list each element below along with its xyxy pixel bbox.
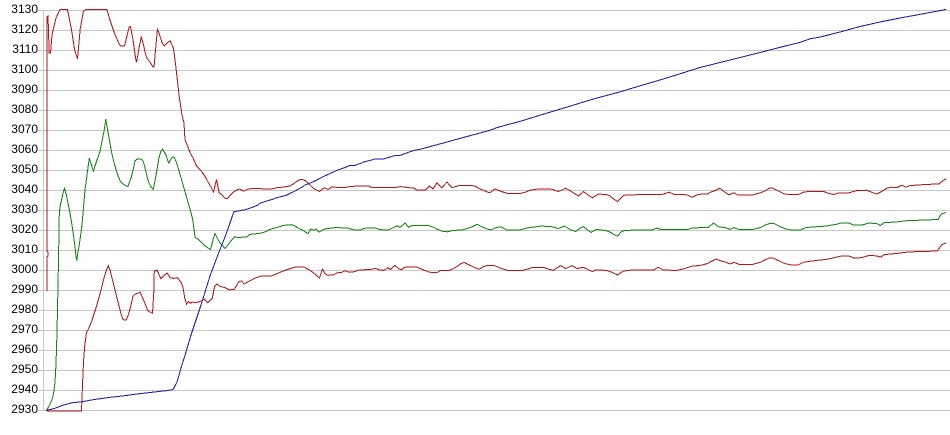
svg-text:2980: 2980: [11, 302, 38, 316]
svg-text:3020: 3020: [11, 222, 38, 236]
svg-text:3130: 3130: [11, 2, 38, 16]
svg-text:3080: 3080: [11, 102, 38, 116]
svg-text:2940: 2940: [11, 382, 38, 396]
svg-text:3000: 3000: [11, 262, 38, 276]
svg-text:3060: 3060: [11, 142, 38, 156]
svg-text:2960: 2960: [11, 342, 38, 356]
svg-text:3120: 3120: [11, 22, 38, 36]
svg-text:3110: 3110: [12, 42, 38, 56]
svg-text:3050: 3050: [11, 162, 38, 176]
svg-text:2950: 2950: [11, 362, 38, 376]
svg-text:3030: 3030: [11, 202, 38, 216]
svg-text:3040: 3040: [11, 182, 38, 196]
svg-text:3090: 3090: [11, 82, 38, 96]
svg-text:2970: 2970: [11, 322, 38, 336]
svg-text:2930: 2930: [11, 402, 38, 416]
svg-text:3070: 3070: [11, 122, 38, 136]
svg-text:3010: 3010: [11, 242, 38, 256]
svg-text:2990: 2990: [11, 282, 38, 296]
svg-text:3100: 3100: [11, 62, 38, 76]
